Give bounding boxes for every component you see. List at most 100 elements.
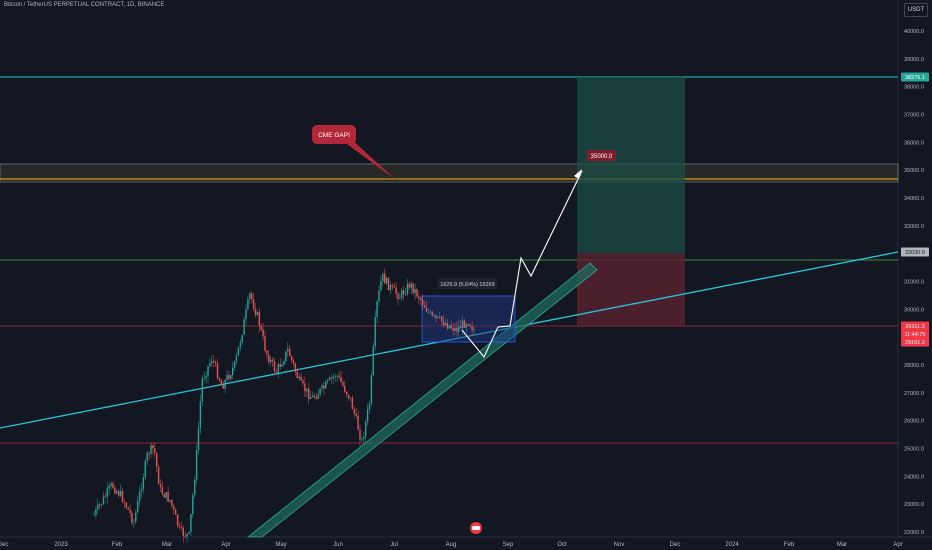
x-tick-label: Sep	[503, 542, 514, 548]
candle-body	[370, 374, 373, 404]
candle-body	[304, 383, 306, 392]
candle-body	[294, 363, 297, 372]
candle-body	[420, 298, 422, 300]
x-tick-label: Nov	[614, 542, 625, 548]
candle-body	[226, 375, 228, 380]
candle-body	[247, 299, 249, 310]
candle-body	[389, 285, 392, 291]
candle-body	[357, 415, 359, 430]
trend-channel	[246, 262, 598, 538]
candle-body	[467, 324, 469, 325]
candle-body	[306, 388, 308, 392]
candle-body	[391, 285, 393, 287]
candle-body	[471, 326, 473, 331]
candle-body	[404, 293, 407, 295]
candle-body	[372, 346, 374, 375]
candle-body	[137, 500, 139, 513]
candle-body	[433, 315, 435, 317]
candle-body	[465, 324, 468, 328]
candle-body	[112, 483, 114, 488]
candle-body	[327, 380, 329, 382]
candle-body	[273, 361, 276, 372]
candle-body	[131, 512, 133, 523]
candle-body	[230, 375, 232, 379]
candle-body	[460, 326, 462, 329]
candle-body	[441, 316, 443, 322]
candle-body	[442, 321, 445, 326]
candle-body	[260, 325, 262, 330]
x-tick-label: Feb	[784, 542, 795, 548]
candle-body	[173, 505, 175, 510]
price-tag-label: 38276.1	[905, 75, 925, 81]
candle-body	[399, 297, 401, 299]
x-tick-label: Aug	[446, 542, 457, 548]
candle-body	[332, 376, 335, 379]
x-tick-label: Apr	[221, 542, 230, 548]
candle-body	[194, 479, 196, 496]
cme-gap-callout	[312, 125, 356, 144]
candle-body	[283, 361, 285, 365]
candle-body	[125, 503, 127, 508]
candle-body	[249, 293, 251, 300]
y-tick-label: 34000.0	[904, 196, 924, 202]
candle-body	[325, 381, 327, 389]
candle-body	[203, 378, 205, 379]
candle-body	[347, 394, 350, 399]
candle-body	[346, 391, 348, 395]
candle-body	[270, 359, 272, 363]
y-tick-label: 37000.0	[904, 113, 924, 119]
y-tick-label: 40000.0	[904, 29, 924, 35]
candle-body	[403, 290, 405, 295]
candle-body	[207, 366, 209, 376]
candle-body	[368, 403, 371, 410]
candle-body	[201, 378, 203, 402]
candle-body	[289, 348, 291, 356]
candle-body	[308, 388, 310, 400]
x-tick-label: Feb	[112, 542, 123, 548]
candle-body	[437, 316, 439, 318]
price-tag	[901, 247, 929, 257]
candle-body	[140, 489, 143, 492]
candle-body	[102, 496, 105, 504]
candle-body	[182, 527, 184, 536]
candle-body	[233, 361, 236, 368]
candle-body	[309, 397, 312, 400]
candle-body	[439, 316, 441, 318]
y-tick-label: 33000.0	[904, 224, 924, 230]
candle-body	[387, 277, 390, 291]
candle-body	[385, 277, 388, 284]
candle-body	[418, 296, 420, 299]
candle-body	[414, 289, 416, 293]
candle-body	[114, 487, 116, 494]
price-tag-label: 11:44:75	[904, 332, 925, 338]
candle-body	[180, 526, 183, 528]
candle-body	[218, 378, 221, 381]
candle-body	[408, 283, 411, 288]
candle-body	[412, 283, 414, 293]
candle-body	[123, 501, 126, 504]
y-tick-label: 35000.0	[904, 168, 924, 174]
target-label-bg	[587, 150, 616, 161]
loss-zone	[577, 253, 685, 327]
y-tick-label: 30000.0	[904, 307, 924, 313]
candle-body	[359, 429, 361, 440]
candle-body	[344, 385, 346, 392]
candle-body	[454, 327, 456, 331]
x-tick-label: Mar	[162, 542, 172, 548]
candle-body	[256, 312, 259, 315]
candle-body	[245, 309, 247, 320]
price-tags: 38276.1 32030.9 29311.3 11:44:75 29161.2	[901, 72, 929, 347]
candle-body	[361, 438, 363, 440]
candle-body	[239, 342, 241, 348]
candle-body	[262, 329, 264, 337]
candle-body	[156, 453, 158, 467]
candle-body	[176, 514, 179, 526]
candle-body	[313, 395, 316, 398]
currency-button[interactable]: USDT	[904, 3, 928, 17]
candle-body	[254, 308, 257, 315]
candle-body	[135, 512, 137, 522]
candles	[93, 268, 475, 543]
price-tag	[901, 329, 929, 339]
candle-body	[378, 290, 380, 302]
